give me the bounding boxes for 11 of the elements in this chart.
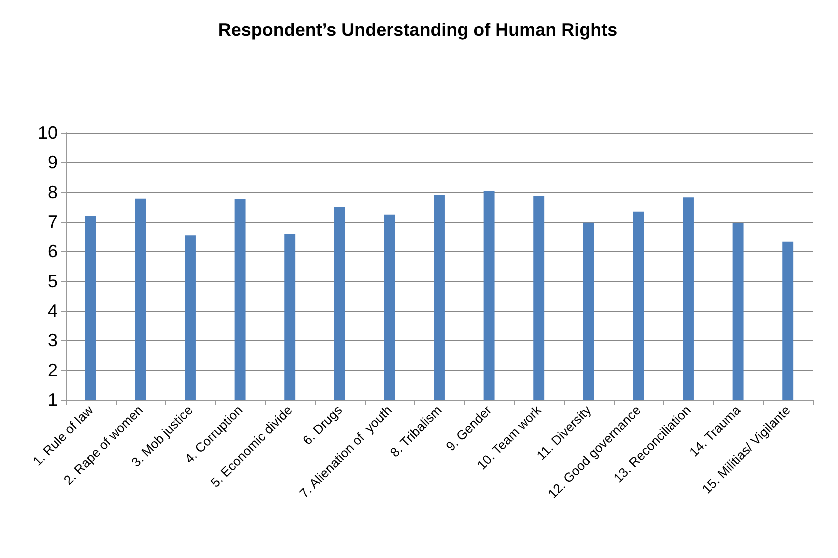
y-tick-label: 9 bbox=[48, 152, 58, 173]
y-tick-label: 7 bbox=[48, 212, 58, 232]
y-tick-label: 4 bbox=[48, 301, 58, 321]
y-tick-label: 8 bbox=[48, 182, 58, 202]
y-tick-label: 1 bbox=[48, 390, 58, 410]
y-tick-label: 3 bbox=[48, 330, 58, 351]
y-tick-label: 5 bbox=[48, 271, 58, 292]
y-tick-label: 2 bbox=[48, 360, 58, 380]
y-tick-label: 10 bbox=[38, 123, 58, 143]
y-tick-label: 6 bbox=[48, 242, 58, 262]
chart-title: Respondent’s Understanding of Human Rights bbox=[218, 20, 618, 40]
